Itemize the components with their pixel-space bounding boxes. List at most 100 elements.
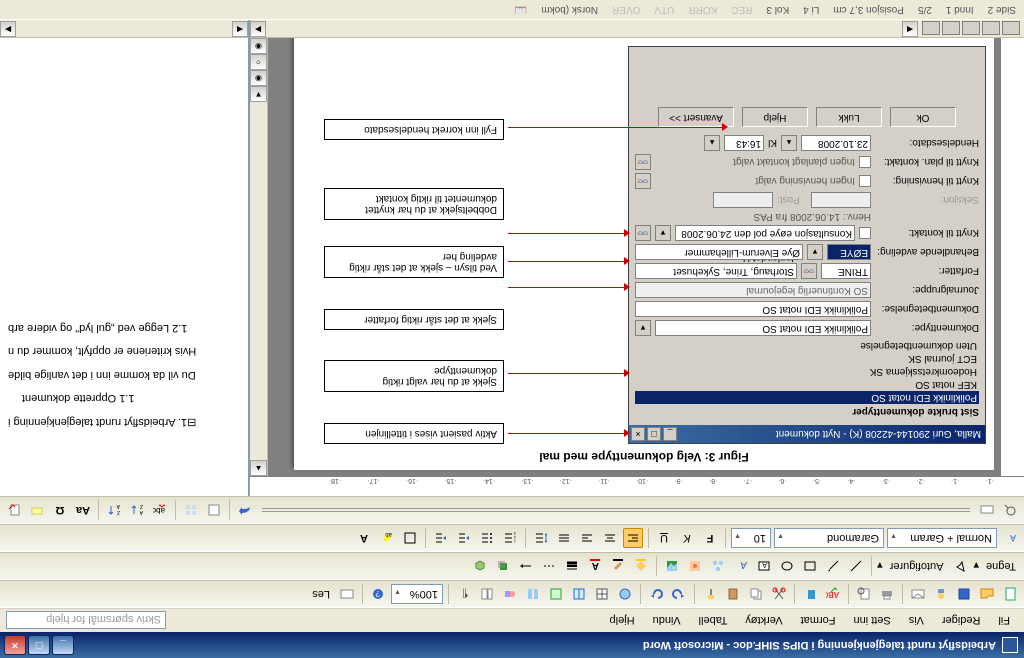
select-objects-icon[interactable] — [950, 556, 970, 576]
hendelsesdato-input[interactable]: 23.10.2008 — [801, 135, 871, 151]
menu-table[interactable]: Tabell — [691, 613, 736, 629]
permission-icon[interactable] — [931, 584, 951, 604]
font-size-dropdown[interactable]: 10 — [731, 528, 771, 548]
hscroll-track[interactable] — [16, 20, 232, 37]
list-item[interactable]: Poliklinikk EDI notat SO — [635, 391, 979, 404]
vertical-ruler[interactable] — [1000, 38, 1024, 476]
line-icon[interactable] — [846, 556, 866, 576]
align-left-icon[interactable] — [623, 528, 643, 548]
nav-heading[interactable]: 1.1 Opprette dokument — [22, 392, 135, 404]
threed-icon[interactable] — [470, 556, 490, 576]
doktype-input[interactable]: Poliklinikk EDI notat SO — [655, 320, 871, 336]
autofig-menu[interactable]: Autofigurer — [886, 560, 948, 572]
dips-doctype-list[interactable]: Poliklinikk EDI notat SO KEF notat SO Ho… — [635, 339, 979, 404]
diagram-icon[interactable] — [708, 556, 728, 576]
dropdown-icon[interactable]: ▾ — [635, 320, 651, 336]
knytt-plan-checkbox[interactable] — [859, 156, 871, 168]
behandlende-code-input[interactable]: EØYE — [827, 244, 871, 260]
select-case-icon[interactable]: Aa — [73, 500, 93, 520]
paste-icon[interactable] — [723, 584, 743, 604]
binoculars-icon[interactable]: 👓 — [635, 225, 651, 241]
horizontal-ruler[interactable]: ·1··1··2··3··4··5··6··7··8··9··10··11··1… — [250, 476, 1024, 496]
symbol-icon[interactable]: Ω — [50, 500, 70, 520]
binoculars-icon[interactable]: 👓 — [801, 263, 817, 279]
line-style-icon[interactable] — [562, 556, 582, 576]
undo-icon[interactable] — [669, 584, 689, 604]
save-icon[interactable] — [954, 584, 974, 604]
align-right-icon[interactable] — [577, 528, 597, 548]
scroll-left-icon[interactable]: ◀ — [232, 21, 248, 37]
normal-view-icon[interactable] — [1002, 22, 1020, 36]
browse-next-icon[interactable]: ◉ — [250, 38, 267, 54]
menu-view[interactable]: Vis — [901, 613, 932, 629]
line-color-icon[interactable] — [608, 556, 628, 576]
reading-view-icon[interactable] — [922, 22, 940, 36]
hscroll-track[interactable] — [266, 20, 902, 37]
align-center-icon[interactable] — [600, 528, 620, 548]
track-changes-icon[interactable] — [4, 500, 24, 520]
fill-color-icon[interactable] — [631, 556, 651, 576]
forfatter-code-input[interactable]: TRINE — [821, 263, 871, 279]
arrow-shape-icon[interactable] — [823, 556, 843, 576]
minimize-button[interactable]: _ — [52, 635, 74, 655]
menu-edit[interactable]: Rediger — [934, 613, 989, 629]
research-icon[interactable] — [800, 584, 820, 604]
hjelp-button[interactable]: Hjelp — [742, 107, 808, 127]
picture-icon[interactable] — [662, 556, 682, 576]
textbox-icon[interactable]: A — [754, 556, 774, 576]
list-item[interactable]: KEF notat SO — [635, 378, 979, 391]
drawing-icon[interactable] — [500, 584, 520, 604]
nav-heading[interactable]: 1. Arbeidsflyt rundt talegjenkjenning i — [8, 416, 187, 428]
maximize-button[interactable]: □ — [28, 635, 50, 655]
list-item[interactable]: ECT journal SK — [635, 352, 979, 365]
excel-icon[interactable] — [546, 584, 566, 604]
knytt-henvisning-checkbox[interactable] — [859, 175, 871, 187]
nav-line[interactable]: 1.2 Legge ved „gul lyd" og videre arb — [8, 322, 187, 334]
scroll-right-icon[interactable]: ▶ — [0, 21, 16, 37]
font-color2-icon[interactable]: A — [354, 528, 374, 548]
font-dropdown[interactable]: Garamond — [774, 528, 884, 548]
dips-minimize-icon[interactable]: _ — [663, 427, 677, 441]
cut-icon[interactable] — [769, 584, 789, 604]
browse-object-icon[interactable]: ○ — [250, 54, 267, 70]
scroll-up-icon[interactable]: ▲ — [250, 460, 267, 476]
dokbet-input[interactable]: Poliklinikk EDI notat SO — [635, 301, 871, 317]
help-icon[interactable]: ? — [368, 584, 388, 604]
insert-table-icon[interactable] — [569, 584, 589, 604]
columns-icon[interactable] — [523, 584, 543, 604]
increase-indent-icon[interactable] — [431, 528, 451, 548]
date-spinner-icon[interactable]: ▴ — [781, 135, 797, 151]
sort-desc-icon[interactable]: ZA — [104, 500, 124, 520]
document-map-body[interactable]: ⊟1. Arbeidsflyt rundt talegjenkjenning i… — [0, 38, 248, 496]
thumbnails-icon[interactable] — [181, 500, 201, 520]
menu-file[interactable]: Fil — [990, 613, 1018, 629]
dropdown-icon[interactable]: ▾ — [807, 244, 823, 260]
rectangle-icon[interactable] — [800, 556, 820, 576]
decrease-indent-icon[interactable] — [454, 528, 474, 548]
scroll-left-icon[interactable]: ◀ — [902, 21, 918, 37]
redo-icon[interactable] — [646, 584, 666, 604]
print-layout-view-icon[interactable] — [962, 22, 980, 36]
bold-icon[interactable]: F — [700, 528, 720, 548]
list-item[interactable]: Hodeomkretsskjema SK — [635, 365, 979, 378]
outline-view-icon[interactable] — [942, 22, 960, 36]
menu-tools[interactable]: Verktøy — [737, 613, 790, 629]
spellcheck-icon[interactable]: ABC — [823, 584, 843, 604]
print-icon[interactable] — [877, 584, 897, 604]
borders-icon[interactable] — [400, 528, 420, 548]
help-search-input[interactable]: Skriv spørsmål for hjelp — [6, 612, 166, 630]
show-hide-icon[interactable]: ¶ — [454, 584, 474, 604]
time-spinner-icon[interactable]: ▴ — [704, 135, 720, 151]
font-color-icon[interactable]: A — [585, 556, 605, 576]
menu-window[interactable]: Vindu — [645, 613, 689, 629]
hyperlink-icon[interactable] — [615, 584, 635, 604]
highlight-icon[interactable]: ab — [377, 528, 397, 548]
navpane-hscroll[interactable]: ◀ ▶ — [0, 20, 248, 38]
sort-asc-icon[interactable]: AZ — [127, 500, 147, 520]
spellwave-icon[interactable]: abc — [150, 500, 170, 520]
style-dropdown[interactable]: Normal + Garam — [887, 528, 997, 548]
bullets-icon[interactable] — [477, 528, 497, 548]
menu-help[interactable]: Hjelp — [602, 613, 643, 629]
italic-icon[interactable]: K — [677, 528, 697, 548]
wordart-icon[interactable]: A — [731, 556, 751, 576]
